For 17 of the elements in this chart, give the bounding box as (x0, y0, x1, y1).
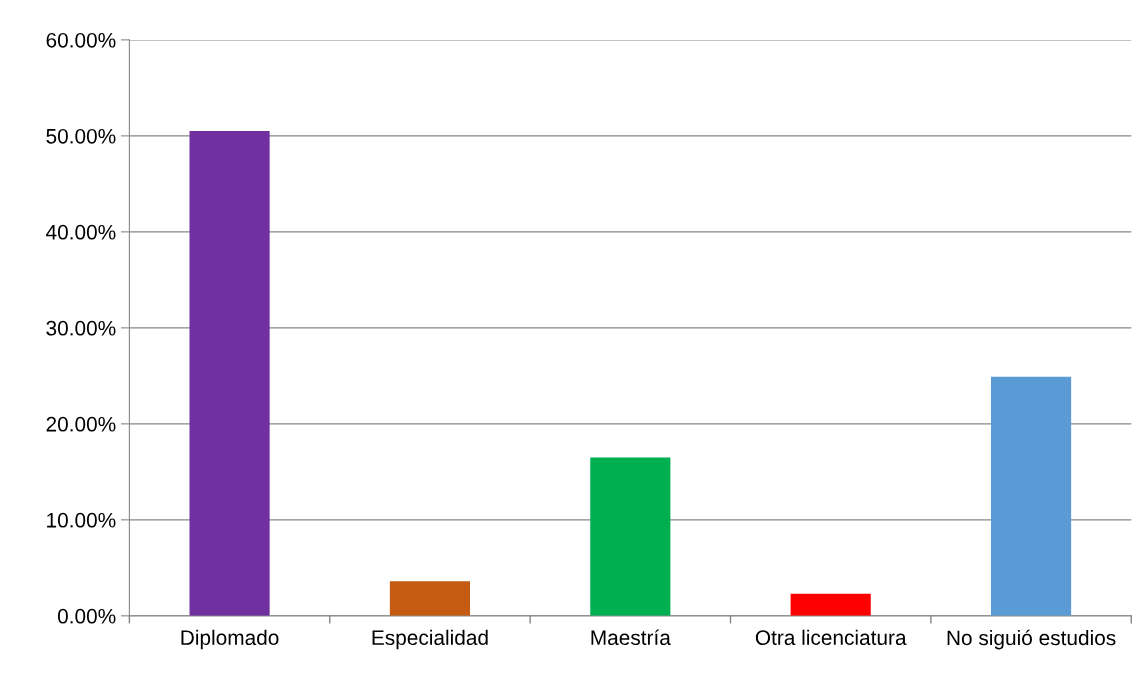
y-tick-label: 40.00% (46, 224, 116, 240)
y-tick-label: 50.00% (46, 128, 116, 144)
bar (189, 131, 270, 616)
x-tick-label: Diplomado (181, 629, 279, 650)
bar (389, 581, 471, 616)
y-tick-label: 60.00% (46, 32, 116, 48)
y-tick-label: 10.00% (47, 512, 116, 528)
x-tick-label: Otra licenciatura (755, 629, 907, 646)
bar (590, 457, 671, 616)
x-tick-label: Maestría (591, 629, 671, 646)
bar (991, 376, 1072, 616)
y-tick-label: 20.00% (46, 416, 116, 432)
y-tick-label: 30.00% (46, 320, 116, 336)
y-tick-label: 0.00% (57, 608, 116, 624)
x-tick-label: No siguió estudios (947, 629, 1116, 650)
bar (790, 593, 871, 616)
x-tick-label: Especialidad (372, 629, 488, 650)
